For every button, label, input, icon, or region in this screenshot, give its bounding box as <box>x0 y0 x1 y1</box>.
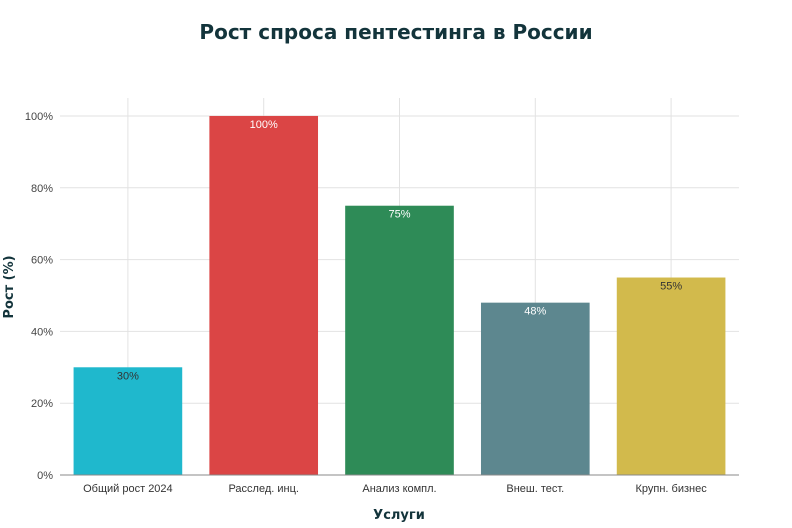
bar <box>209 115 319 475</box>
x-axis-title: Услуги <box>373 508 425 523</box>
y-tick-label: 20% <box>31 398 53 410</box>
data-label: 30% <box>117 370 139 382</box>
chart-title: Рост спроса пентестинга в России <box>199 20 592 44</box>
bars <box>73 115 726 475</box>
y-axis-ticks: 0% 20% 40% 60% 80% 100% <box>25 111 53 482</box>
y-tick-label: 60% <box>31 255 53 267</box>
x-tick-label: Крупн. бизнес <box>635 483 707 495</box>
y-tick-label: 100% <box>25 111 53 123</box>
bar <box>345 205 454 475</box>
data-label: 100% <box>250 119 278 131</box>
data-labels: 30% 100% 75% 48% 55% <box>117 119 682 382</box>
y-tick-label: 40% <box>31 326 53 338</box>
data-label: 48% <box>524 306 546 318</box>
data-label: 55% <box>660 281 682 293</box>
x-tick-label: Общий рост 2024 <box>83 483 173 495</box>
x-axis-ticks: Общий рост 2024 Расслед. инц. Анализ компл… <box>83 483 707 495</box>
x-tick-label: Анализ компл. <box>362 483 436 495</box>
x-tick-label: Расслед. инц. <box>228 483 299 495</box>
x-tick-label: Внеш. тест. <box>506 483 564 495</box>
bar <box>73 367 183 475</box>
data-label: 75% <box>388 209 410 221</box>
bar <box>480 302 590 475</box>
bar <box>616 277 726 475</box>
y-tick-label: 80% <box>31 183 53 195</box>
y-tick-label: 0% <box>37 470 53 482</box>
y-axis-title: Рост (%) <box>2 255 17 318</box>
